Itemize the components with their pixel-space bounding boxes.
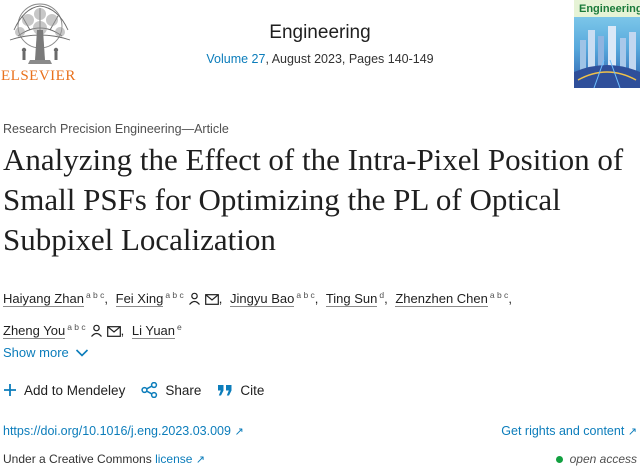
author-affiliations[interactable]: d — [379, 290, 385, 300]
author-name[interactable]: Li Yuan — [131, 323, 176, 339]
journal-title-link[interactable]: Engineering — [269, 22, 371, 43]
article-title: Analyzing the Effect of the Intra-Pixel … — [3, 142, 624, 257]
author[interactable]: Li Yuan e — [131, 322, 182, 339]
author-name[interactable]: Fei Xing — [115, 291, 164, 307]
author-name[interactable]: Jingyu Bao — [230, 291, 295, 307]
cite-label: Cite — [240, 382, 265, 398]
author-list: Haiyang Zhan a b c, Fei Xing a b c, Jingyu… — [3, 282, 623, 346]
add-to-mendeley-button[interactable]: Add to Mendeley — [3, 383, 125, 398]
share-button[interactable]: Share — [141, 382, 201, 398]
show-more-button[interactable]: Show more — [3, 345, 89, 360]
author[interactable]: Fei Xing a b c — [115, 290, 219, 307]
external-link-icon: ↗ — [627, 426, 637, 438]
elsevier-logo[interactable]: ELSEVIER — [0, 0, 80, 92]
license-link[interactable]: license ↗ — [155, 452, 205, 466]
rights-link[interactable]: Get rights and content ↗ — [501, 424, 637, 438]
cover-title: Engineering — [579, 3, 640, 15]
add-to-mendeley-label: Add to Mendeley — [24, 382, 126, 398]
author[interactable]: Zhenzhen Chen a b c — [395, 290, 509, 307]
quote-icon — [218, 385, 232, 396]
author[interactable]: Jingyu Bao a b c — [230, 290, 315, 307]
author-affiliations[interactable]: a b c — [85, 290, 105, 300]
author-name[interactable]: Haiyang Zhan — [3, 291, 84, 307]
person-icon[interactable] — [188, 288, 201, 314]
article-actions: Add to Mendeley Share Cite — [3, 382, 280, 398]
author-affiliations[interactable]: a b c — [67, 322, 86, 332]
journal-cover-image[interactable]: Engineering — [574, 0, 640, 89]
author-name[interactable]: Zhenzhen Chen — [395, 291, 488, 307]
author[interactable]: Ting Sun d — [325, 290, 385, 307]
open-access-label: open access — [569, 452, 637, 466]
author-affiliations[interactable]: a b c — [165, 290, 184, 300]
license-prefix: Under a Creative Commons — [3, 452, 156, 466]
open-access-badge: open access — [555, 452, 637, 466]
rights-text: Get rights and content — [501, 424, 625, 438]
external-link-icon: ↗ — [195, 454, 205, 466]
author[interactable]: Haiyang Zhan a b c — [3, 290, 105, 307]
doi-text: https://doi.org/10.1016/j.eng.2023.03.00… — [3, 424, 231, 438]
author[interactable]: Zheng You a b c — [3, 322, 121, 339]
author-affiliations[interactable]: e — [177, 322, 182, 332]
show-more-label: Show more — [3, 345, 69, 360]
author-name[interactable]: Ting Sun — [325, 291, 378, 307]
volume-link[interactable]: Volume 27 — [206, 52, 266, 66]
chevron-down-icon — [75, 348, 88, 357]
share-label: Share — [165, 382, 202, 398]
author-affiliations[interactable]: a b c — [296, 290, 315, 300]
plus-icon — [4, 384, 16, 396]
volume-details: , August 2023, Pages 140-149 — [265, 52, 434, 66]
license-link-text: license — [155, 452, 193, 466]
cite-button[interactable]: Cite — [217, 383, 264, 398]
article-header: ELSEVIER Engineering Volume 27, August 2… — [0, 0, 640, 96]
person-icon[interactable] — [90, 320, 103, 346]
elsevier-wordmark: ELSEVIER — [1, 68, 76, 84]
share-icon — [141, 382, 158, 398]
journal-info: Engineering Volume 27, August 2023, Page… — [160, 22, 480, 66]
envelope-icon[interactable] — [204, 288, 219, 314]
open-access-dot-icon — [555, 455, 563, 463]
author-affiliations[interactable]: a b c — [489, 290, 509, 300]
license-row: Under a Creative Commons license ↗ open … — [3, 452, 637, 466]
doi-link[interactable]: https://doi.org/10.1016/j.eng.2023.03.00… — [3, 424, 244, 438]
external-link-icon: ↗ — [234, 426, 244, 438]
author-name[interactable]: Zheng You — [3, 323, 66, 339]
envelope-icon[interactable] — [106, 320, 121, 346]
article-type: Research Precision Engineering—Article — [3, 122, 229, 136]
volume-line: Volume 27, August 2023, Pages 140-149 — [160, 52, 480, 66]
